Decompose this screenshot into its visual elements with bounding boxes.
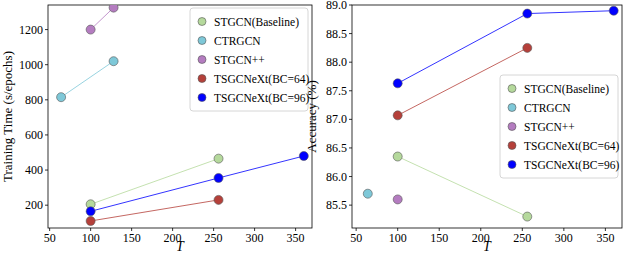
legend-marker xyxy=(198,56,206,64)
y-tick-label: 1200 xyxy=(19,23,43,37)
y-tick-label: 86.5 xyxy=(326,141,347,155)
legend-label: STGCN++ xyxy=(524,121,575,133)
legend-marker xyxy=(508,104,516,112)
point xyxy=(86,216,95,225)
y-tick-label: 800 xyxy=(25,93,43,107)
y-tick xyxy=(45,170,48,171)
frame xyxy=(48,5,312,228)
y-tick-label: 600 xyxy=(25,128,43,142)
legend-label: TSGCNeXt(BC=96) xyxy=(524,159,619,172)
x-tick-label: 350 xyxy=(287,231,305,245)
legend-marker xyxy=(198,37,206,45)
point xyxy=(393,195,402,204)
y-tick xyxy=(349,147,352,148)
point xyxy=(393,111,402,120)
legend-marker xyxy=(508,85,516,93)
point xyxy=(393,152,402,161)
legend-label: TSGCNeXt(BC=64) xyxy=(524,140,619,153)
y-tick xyxy=(45,99,48,100)
x-tick-label: 50 xyxy=(44,231,56,245)
y-tick xyxy=(45,64,48,65)
x-tick-label: 350 xyxy=(596,231,614,245)
x-tick-label: 250 xyxy=(513,231,531,245)
y-tick xyxy=(349,90,352,91)
y-tick-label: 88.0 xyxy=(326,55,347,69)
legend-marker xyxy=(198,94,206,102)
legend-label: STGCN++ xyxy=(214,54,265,66)
point xyxy=(109,57,118,66)
y-tick xyxy=(45,205,48,206)
x-tick-label: 150 xyxy=(123,231,141,245)
point xyxy=(363,189,372,198)
legend-label: TSGCNeXt(BC=96) xyxy=(214,92,309,105)
point xyxy=(523,212,532,221)
x-tick-label: 50 xyxy=(350,231,362,245)
x-tick-label: 300 xyxy=(246,231,264,245)
legend-marker xyxy=(508,123,516,131)
point xyxy=(57,93,66,102)
y-tick xyxy=(349,176,352,177)
plot-area xyxy=(363,6,618,221)
point xyxy=(214,195,223,204)
point xyxy=(214,154,223,163)
point xyxy=(86,25,95,34)
legend-marker xyxy=(508,161,516,169)
series-line xyxy=(398,11,614,84)
y-tick xyxy=(349,5,352,6)
x-tick-label: 250 xyxy=(205,231,223,245)
x-axis-label: T xyxy=(483,239,492,254)
legend-marker xyxy=(198,18,206,26)
x-tick-label: 100 xyxy=(82,231,100,245)
y-tick xyxy=(349,205,352,206)
y-axis-label: Training Time (s/epochs) xyxy=(0,51,15,182)
y-tick xyxy=(349,62,352,63)
series-line xyxy=(91,200,219,221)
legend-label: CTRGCN xyxy=(524,102,571,114)
y-tick-label: 200 xyxy=(25,198,43,212)
figure: 5010015020025030035020040060080010001200… xyxy=(0,0,632,256)
y-tick-label: 87.5 xyxy=(326,84,347,98)
legend-label: STGCN(Baseline) xyxy=(214,16,299,29)
y-tick-label: 86.0 xyxy=(326,170,347,184)
point xyxy=(214,173,223,182)
point xyxy=(86,207,95,216)
series-line xyxy=(61,61,113,97)
y-tick-label: 85.5 xyxy=(326,198,347,212)
legend-marker xyxy=(508,142,516,150)
point xyxy=(109,5,118,12)
y-tick-label: 87.0 xyxy=(326,112,347,126)
y-axis-label: Accuracy (%) xyxy=(304,80,319,153)
legend-marker xyxy=(198,75,206,83)
x-tick-label: 300 xyxy=(555,231,573,245)
x-tick-label: 150 xyxy=(430,231,448,245)
series-line xyxy=(91,159,219,205)
y-tick xyxy=(349,33,352,34)
y-tick-label: 400 xyxy=(25,163,43,177)
frame xyxy=(352,5,622,228)
x-axis-label: T xyxy=(176,239,185,254)
chart: 5010015020025030035085.586.086.587.087.5… xyxy=(304,0,622,254)
legend: STGCN(Baseline) CTRGCN STGCN++ TSGCNeXt(BC=… xyxy=(190,8,309,111)
y-tick-label: 89.0 xyxy=(326,0,347,12)
point xyxy=(393,79,402,88)
y-tick-label: 88.5 xyxy=(326,27,347,41)
series-line xyxy=(91,156,304,211)
point xyxy=(523,43,532,52)
series-line xyxy=(398,157,528,217)
point xyxy=(523,9,532,18)
y-tick-label: 1000 xyxy=(19,58,43,72)
legend-label: STGCN(Baseline) xyxy=(524,83,609,96)
x-tick-label: 100 xyxy=(389,231,407,245)
point xyxy=(609,6,618,15)
legend: STGCN(Baseline) CTRGCN STGCN++ TSGCNeXt(BC=… xyxy=(500,75,619,178)
chart: 5010015020025030035020040060080010001200… xyxy=(0,3,312,254)
legend-label: TSGCNeXt(BC=64) xyxy=(214,73,309,86)
plot-area xyxy=(57,5,309,225)
y-tick xyxy=(45,134,48,135)
y-tick xyxy=(45,29,48,30)
legend-label: CTRGCN xyxy=(214,35,261,47)
y-tick xyxy=(349,119,352,120)
